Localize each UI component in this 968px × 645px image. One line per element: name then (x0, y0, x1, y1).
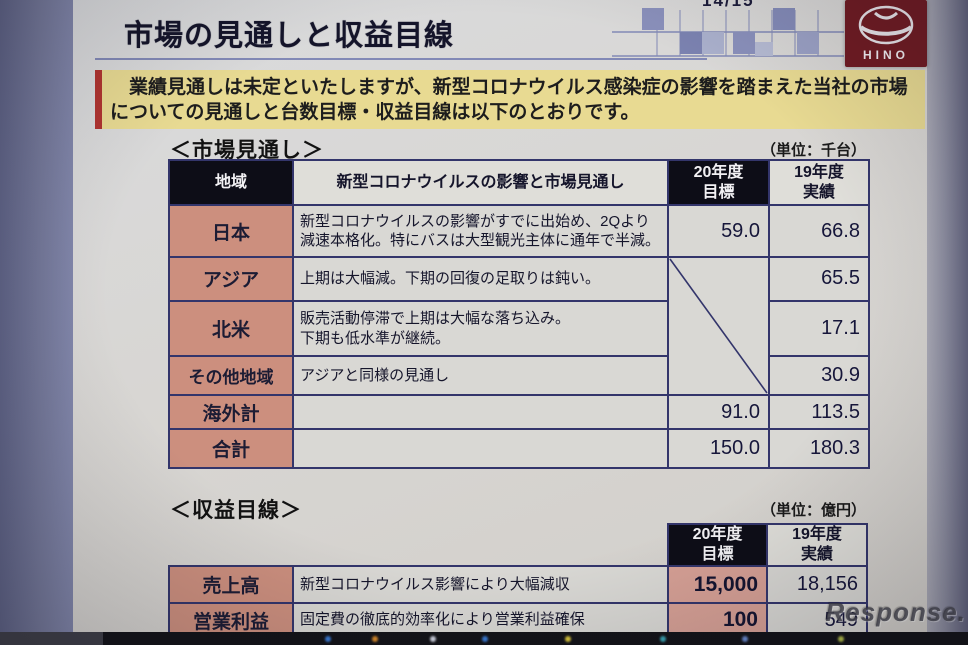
actual-cell: 18,156 (766, 565, 868, 604)
region-cell: アジア (168, 256, 294, 302)
header-actual: 19年度 実績 (768, 159, 870, 206)
taskbar-icon-dot (660, 636, 666, 642)
table-row-north-america: 北米 販売活動停滞で上期は大幅な落ち込み。 下期も低水準が継続。 17.1 (168, 299, 870, 358)
taskbar-icon-dot (838, 636, 844, 642)
comment-cell: 新型コロナウイルス影響により大幅減収 (292, 565, 669, 604)
comment-cell (292, 428, 669, 469)
taskbar-strip (0, 632, 968, 645)
table-row-other-regions: その他地域 アジアと同様の見通し 30.9 (168, 355, 870, 396)
taskbar-icon-dot (325, 636, 331, 642)
header-actual: 19年度 実績 (766, 523, 868, 567)
comment-cell: 上期は大幅減。下期の回復の足取りは鈍い。 (292, 256, 669, 302)
table-header-row: 20年度 目標 19年度 実績 (169, 523, 868, 567)
svg-text:HINO: HINO (863, 48, 909, 62)
taskbar-icon-dot (742, 636, 748, 642)
header-region: 地域 (168, 159, 294, 206)
comment-cell: 新型コロナウイルスの影響がすでに出始め、2Qより減速本格化。特にバスは大型観光主… (292, 204, 669, 258)
response-watermark: Response. (825, 597, 966, 627)
table-row-japan: 日本 新型コロナウイルスの影響がすでに出始め、2Qより減速本格化。特にバスは大型… (168, 204, 870, 258)
target-cell: 91.0 (667, 394, 770, 430)
taskbar-icon-dot (565, 636, 571, 642)
table-row-grand-total: 合計 150.0 180.3 (168, 428, 870, 469)
region-cell: 日本 (168, 204, 294, 258)
taskbar-icon-dot (430, 636, 436, 642)
empty-header-space (169, 524, 293, 566)
page-number-fragment: 14/15 (702, 0, 755, 10)
region-cell: その他地域 (168, 355, 294, 396)
viewer-background-right (927, 0, 968, 632)
target-cell: 59.0 (667, 204, 770, 258)
table-header-row: 地域 新型コロナウイルスの影響と市場見通し 20年度 目標 19年度 実績 (168, 159, 870, 206)
profit-outlook-section-title: ＜収益目線＞ (170, 499, 302, 522)
item-cell: 売上高 (168, 565, 294, 604)
taskbar-icon-dot (372, 636, 378, 642)
no-target-diagonal-cell (667, 256, 770, 396)
notice-line-1: 業績見通しは未定といたしますが、新型コロナウイルス感染症の影響を踏まえた当社の市… (110, 77, 908, 98)
taskbar-left-segment (0, 632, 103, 645)
actual-cell: 17.1 (768, 299, 870, 358)
target-cell: 150.0 (667, 428, 770, 469)
notice-box: 業績見通しは未定といたしますが、新型コロナウイルス感染症の影響を踏まえた当社の市… (95, 70, 925, 129)
header-comment: 新型コロナウイルスの影響と市場見通し (292, 159, 669, 206)
market-outlook-table: 地域 新型コロナウイルスの影響と市場見通し 20年度 目標 19年度 実績 日本… (168, 159, 870, 469)
table-row-asia: アジア 上期は大幅減。下期の回復の足取りは鈍い。 65.5 (168, 256, 870, 396)
actual-cell: 30.9 (768, 355, 870, 396)
market-outlook-section-title: ＜市場見通し＞ (170, 139, 324, 162)
slide-title: 市場の見通しと収益目線 (124, 20, 455, 52)
table-row-revenue: 売上高 新型コロナウイルス影響により大幅減収 15,000 18,156 (168, 565, 868, 604)
hino-logo: HINO (845, 0, 927, 67)
profit-outlook-unit-label: （単位：億円） (760, 502, 866, 519)
profit-outlook-table: 20年度 目標 19年度 実績 売上高 新型コロナウイルス影響により大幅減収 1… (168, 523, 868, 638)
comment-cell: 販売活動停滞で上期は大幅な落ち込み。 下期も低水準が継続。 (292, 299, 669, 358)
actual-cell: 113.5 (768, 394, 870, 430)
actual-cell: 180.3 (768, 428, 870, 469)
region-cell: 海外計 (168, 394, 294, 430)
target-cell: 15,000 (667, 565, 768, 604)
table-row-overseas-total: 海外計 91.0 113.5 (168, 394, 870, 430)
region-cell: 合計 (168, 428, 294, 469)
header-target: 20年度 目標 (667, 159, 770, 206)
taskbar-icon-dot (482, 636, 488, 642)
market-outlook-unit-label: （単位：千台） (760, 142, 866, 159)
viewer-background-left (0, 0, 73, 632)
notice-line-2: についての見通しと台数目標・収益目線は以下のとおりです。 (110, 102, 640, 124)
header-target: 20年度 目標 (667, 523, 768, 567)
mosaic-decoration (612, 2, 844, 65)
actual-cell: 66.8 (768, 204, 870, 258)
title-underline (95, 58, 707, 60)
comment-cell (292, 394, 669, 430)
actual-cell: 65.5 (768, 256, 870, 302)
empty-header-space (293, 524, 668, 566)
hino-wing-icon (858, 5, 914, 45)
region-cell: 北米 (168, 299, 294, 358)
comment-cell: アジアと同様の見通し (292, 355, 669, 396)
